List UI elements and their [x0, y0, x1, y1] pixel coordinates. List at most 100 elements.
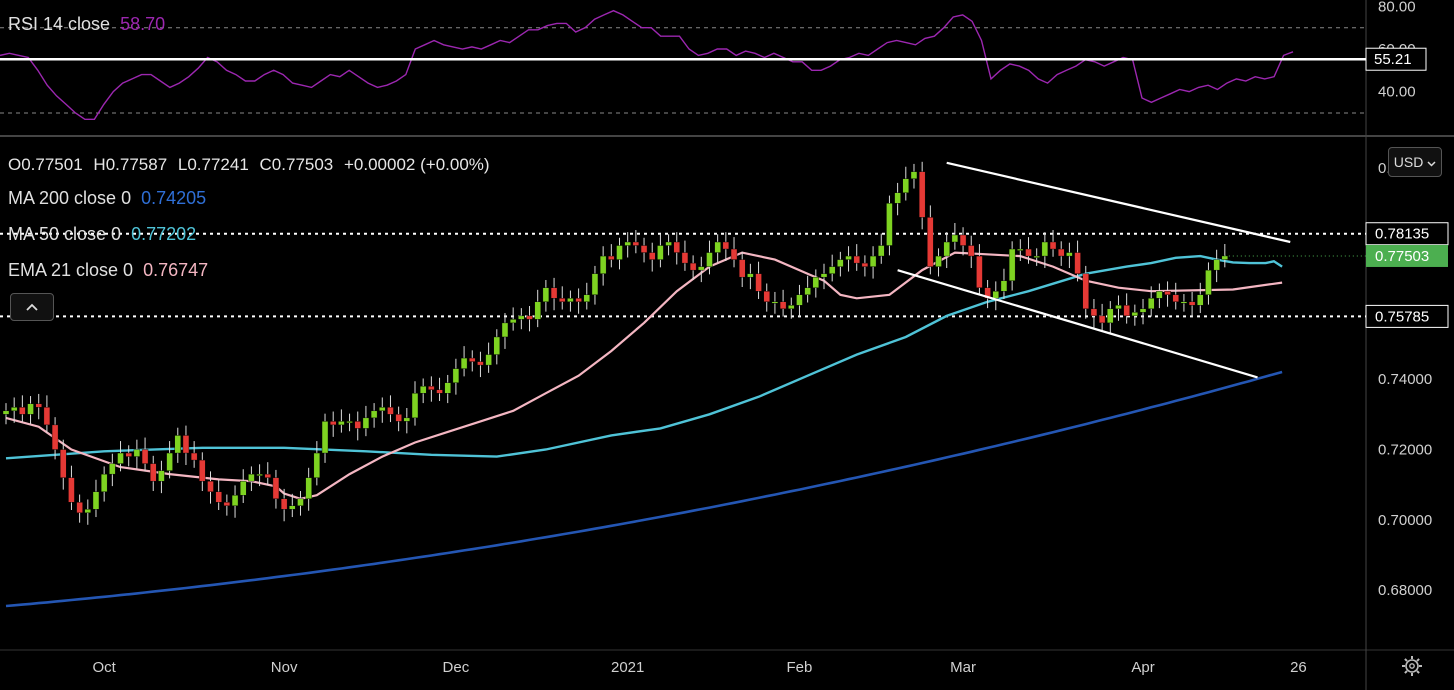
ma50-label: MA 50 close 0 — [8, 224, 122, 244]
candle — [763, 291, 770, 302]
candle — [493, 336, 500, 355]
collapse-legend-button[interactable] — [10, 293, 54, 321]
candle — [1074, 252, 1081, 274]
ma200-label: MA 200 close 0 — [8, 188, 132, 208]
candle — [714, 241, 721, 253]
candle — [92, 491, 100, 510]
candle — [665, 241, 672, 246]
candle — [297, 498, 304, 506]
candle — [796, 294, 803, 306]
last-price-tag — [1366, 244, 1448, 267]
price-tick-label: 0.72000 — [1378, 442, 1432, 459]
time-tick-label: Feb — [787, 659, 813, 676]
rsi-line — [0, 9, 1294, 120]
candle — [1058, 248, 1065, 257]
candle — [1025, 248, 1032, 257]
candle — [1017, 248, 1024, 251]
candle — [256, 473, 263, 476]
candle — [379, 407, 386, 412]
candle — [968, 245, 975, 257]
ema21-legend[interactable]: EMA 21 close 0 0.76747 — [8, 260, 208, 281]
price-tick-label: 0.74000 — [1378, 371, 1432, 388]
candle — [518, 315, 525, 320]
rsi-legend: RSI 14 close 58.70 — [8, 14, 165, 35]
low-value: L0.77241 — [177, 155, 249, 174]
upper-trendline — [946, 161, 1291, 244]
candle — [869, 255, 877, 267]
candle — [158, 470, 165, 482]
candle — [117, 452, 124, 464]
candle — [338, 421, 345, 426]
open-value: O0.77501 — [8, 155, 83, 174]
candle — [428, 386, 435, 390]
candle — [689, 262, 697, 271]
settings-button[interactable] — [1400, 654, 1424, 678]
candle — [76, 502, 83, 514]
candle — [599, 255, 607, 274]
candle — [550, 287, 558, 299]
candle — [649, 252, 656, 260]
candle — [722, 241, 730, 250]
time-tick-label: Nov — [271, 659, 298, 676]
rsi-label: RSI 14 close — [8, 14, 111, 34]
candle — [918, 171, 926, 218]
time-tick-label: Mar — [950, 659, 976, 676]
candle — [436, 389, 443, 394]
candle — [820, 273, 828, 278]
time-tick-label: 26 — [1290, 659, 1307, 676]
candle — [182, 435, 190, 454]
gear-icon — [1402, 656, 1422, 676]
candle — [567, 298, 574, 302]
ohlc-legend: O0.77501 H0.77587 L0.77241 C0.77503 +0.0… — [8, 155, 496, 175]
change-value: +0.00002 (+0.00%) — [344, 155, 490, 174]
candle — [1041, 241, 1049, 257]
chevron-up-icon — [26, 303, 38, 311]
candle — [1049, 241, 1057, 250]
chevron-down-icon — [1427, 161, 1436, 167]
candle — [215, 491, 222, 503]
candle — [1164, 291, 1171, 295]
candle — [2, 410, 10, 415]
ma200-legend[interactable]: MA 200 close 0 0.74205 — [8, 188, 206, 209]
candle — [289, 505, 296, 510]
candle — [354, 421, 361, 429]
last-price-label: 0.77503 — [1375, 248, 1429, 265]
level-tag — [1365, 222, 1449, 246]
candle — [444, 382, 451, 394]
candle — [616, 245, 623, 260]
candle — [109, 463, 116, 475]
candle — [640, 245, 648, 253]
candle — [460, 357, 468, 369]
candle — [1139, 308, 1147, 313]
candle — [943, 241, 950, 257]
time-tick-label: Oct — [92, 659, 116, 676]
candle — [141, 449, 149, 464]
candle — [1197, 294, 1204, 306]
candle — [240, 480, 247, 496]
candle — [403, 417, 411, 422]
rsi-tick-label: 80.00 — [1378, 0, 1416, 15]
ma50-legend[interactable]: MA 50 close 0 0.77202 — [8, 224, 196, 245]
level-label: 0.75785 — [1375, 308, 1429, 325]
currency-button[interactable]: USD — [1388, 147, 1442, 177]
candle — [1221, 255, 1229, 260]
candle — [575, 298, 582, 302]
candle — [976, 255, 983, 288]
candle — [346, 421, 353, 424]
candle — [1180, 301, 1188, 304]
ema21-value: 0.76747 — [143, 260, 209, 280]
candle — [509, 319, 517, 324]
candle — [853, 255, 860, 264]
candle — [166, 452, 173, 471]
rsi-marker-tag — [1365, 47, 1427, 71]
time-tick-label: 2021 — [611, 659, 644, 676]
candle — [706, 252, 713, 267]
candle — [231, 495, 239, 506]
candle — [223, 502, 231, 506]
candle — [1156, 291, 1163, 299]
candle — [886, 203, 893, 246]
candle — [469, 357, 476, 362]
high-value: H0.77587 — [93, 155, 168, 174]
candle — [387, 407, 394, 415]
